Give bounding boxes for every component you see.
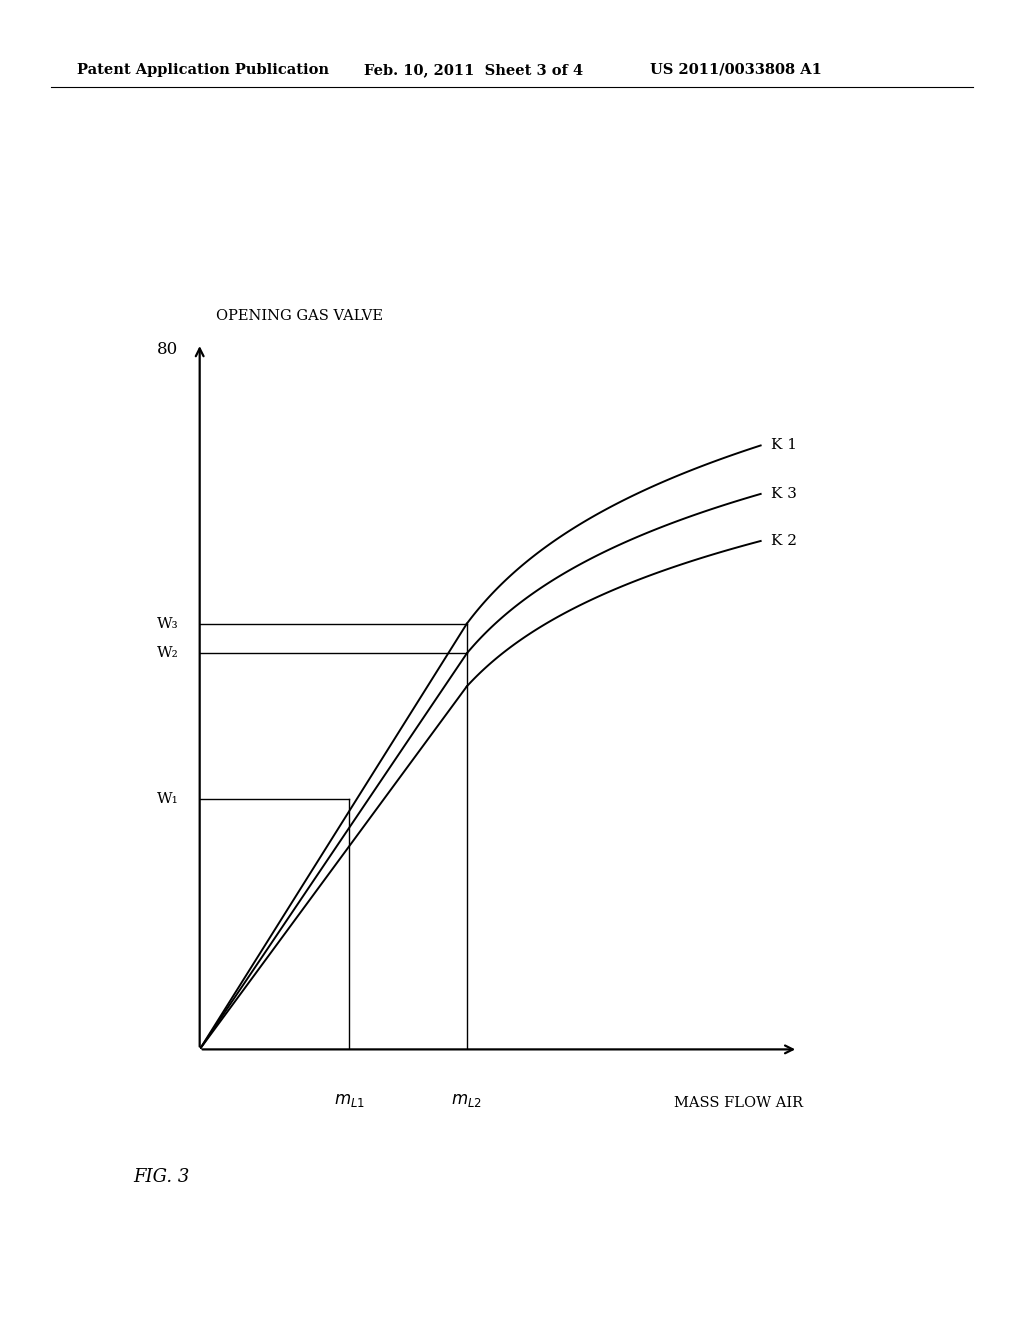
Text: $\mathit{m}_{L2}$: $\mathit{m}_{L2}$ xyxy=(452,1093,482,1109)
Text: K 2: K 2 xyxy=(771,535,798,548)
Text: US 2011/0033808 A1: US 2011/0033808 A1 xyxy=(650,63,822,77)
Text: Patent Application Publication: Patent Application Publication xyxy=(77,63,329,77)
Text: K 1: K 1 xyxy=(771,438,798,453)
Text: Feb. 10, 2011  Sheet 3 of 4: Feb. 10, 2011 Sheet 3 of 4 xyxy=(364,63,583,77)
Text: W₁: W₁ xyxy=(157,792,178,805)
Text: W₂: W₂ xyxy=(157,647,178,660)
Text: K 3: K 3 xyxy=(771,487,798,500)
Text: 80: 80 xyxy=(157,342,178,358)
Text: W₃: W₃ xyxy=(157,616,178,631)
Text: FIG. 3: FIG. 3 xyxy=(133,1168,189,1187)
Text: $\mathit{m}_{L1}$: $\mathit{m}_{L1}$ xyxy=(334,1093,365,1109)
Text: OPENING GAS VALVE: OPENING GAS VALVE xyxy=(216,309,383,323)
Text: MASS FLOW AIR: MASS FLOW AIR xyxy=(675,1096,804,1110)
